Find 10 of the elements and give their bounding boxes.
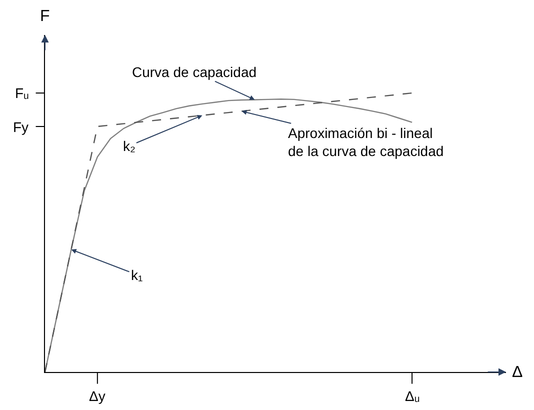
y-axis-title: F [40, 8, 50, 25]
text: Δy [89, 388, 106, 404]
text: Δᵤ [405, 388, 420, 404]
annotation: k₂ [123, 138, 136, 154]
text: Fᵤ [15, 85, 29, 101]
text: Curva de capacidad [132, 64, 257, 80]
text: Fy [13, 119, 29, 135]
text: Δ [512, 364, 523, 381]
annotation: k₁ [131, 267, 143, 283]
annotation: Aproximación bi - lineal de la curva de capacidad [288, 125, 444, 160]
